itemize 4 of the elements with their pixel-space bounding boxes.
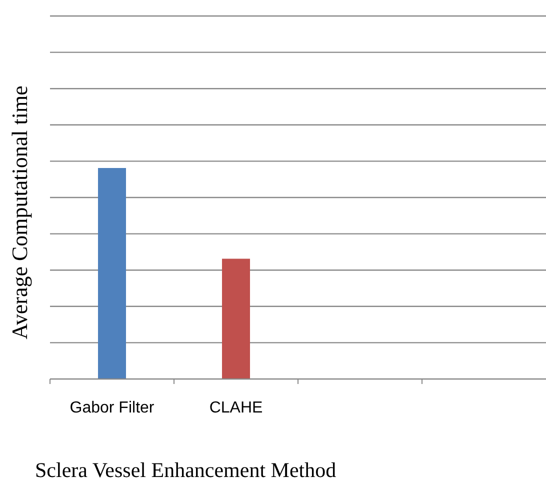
x-tick-label: Gabor Filter bbox=[70, 399, 155, 416]
y-axis-title: Average Computational time bbox=[7, 86, 32, 340]
x-tick-label: CLAHE bbox=[209, 399, 263, 416]
x-axis-title: Sclera Vessel Enhancement Method bbox=[35, 458, 337, 482]
